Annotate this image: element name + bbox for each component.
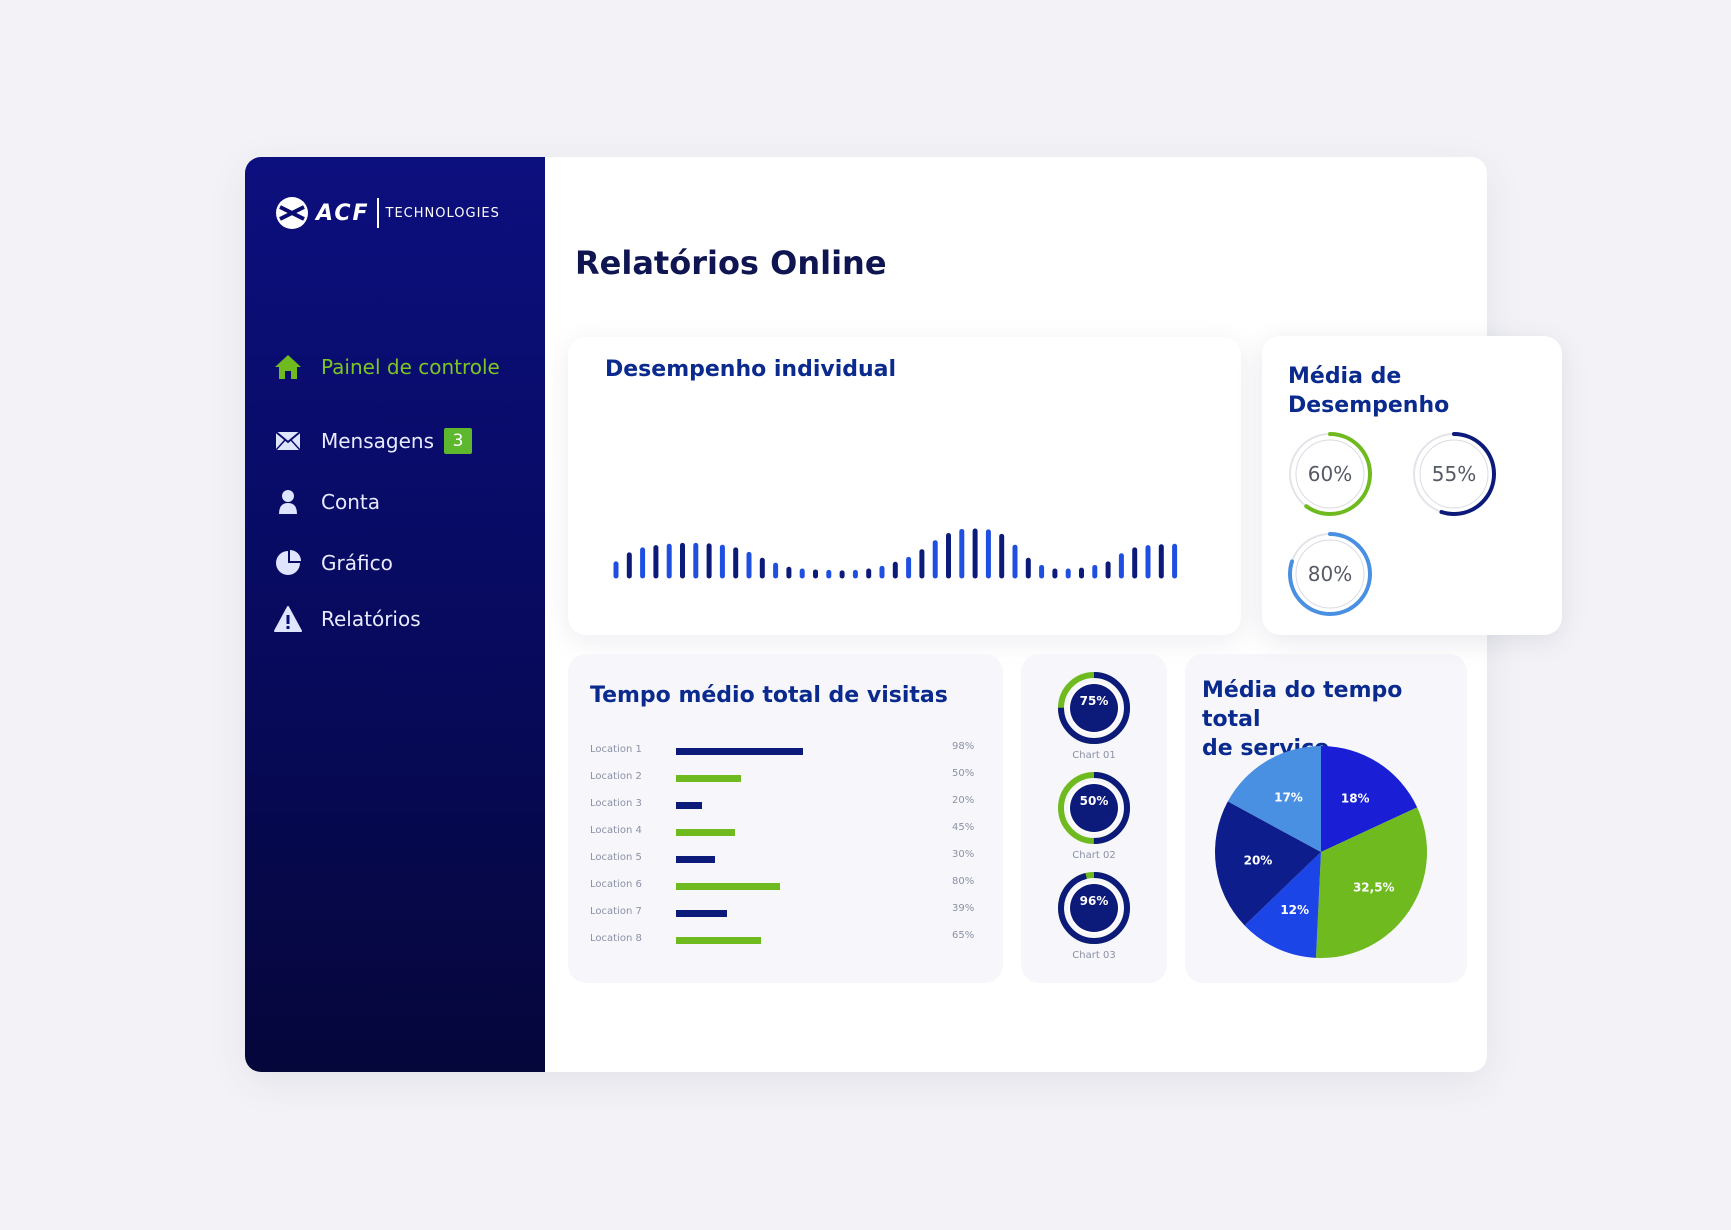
ring-value: 80% (1307, 562, 1353, 586)
user-icon (274, 488, 302, 516)
message-count-badge: 3 (444, 428, 473, 454)
performance-chart (613, 528, 1178, 579)
progress-ring (1288, 432, 1372, 516)
location-value: 98% (952, 741, 975, 752)
average-performance-card: Média de Desempenho 60% 55% 80% (1262, 336, 1562, 635)
pie-slice (1227, 746, 1321, 852)
progress-ring (1412, 432, 1496, 516)
pie-chart-icon (274, 549, 302, 577)
sidebar-item-mensagens[interactable]: Mensagens 3 (274, 421, 473, 461)
location-bar (676, 910, 727, 917)
visits-row: Location 3 20% (568, 795, 1003, 815)
brand-divider (376, 198, 379, 228)
location-value: 39% (952, 903, 975, 914)
service-title-line1: Média do tempo total (1202, 678, 1403, 732)
sidebar-item-conta[interactable]: Conta (274, 482, 380, 522)
mini-chart-value: 75% (1079, 694, 1109, 708)
ring-value: 60% (1307, 462, 1353, 486)
pie-slice-label: 12% (1280, 903, 1309, 917)
sidebar: ACF TECHNOLOGIES Painel de controle Mens… (245, 157, 545, 1072)
brand-name: ACF (316, 200, 370, 226)
sidebar-item-label: Painel de controle (321, 355, 500, 379)
mini-donut-arc (1058, 672, 1130, 744)
visits-row: Location 2 50% (568, 768, 1003, 788)
visits-row: Location 7 39% (568, 903, 1003, 923)
location-bar (676, 775, 741, 782)
location-value: 80% (952, 876, 975, 887)
location-bar (676, 748, 804, 755)
mini-donut (1058, 672, 1130, 744)
location-bar (676, 856, 715, 863)
location-bar (676, 829, 735, 836)
location-value: 65% (952, 930, 975, 941)
sidebar-item-label: Mensagens (321, 429, 435, 453)
sidebar-item-label: Gráfico (321, 551, 393, 575)
performance-title: Desempenho individual (605, 357, 897, 382)
pie-slice (1244, 852, 1321, 958)
mini-chart-caption: Chart 03 (1072, 950, 1116, 961)
location-value: 50% (952, 768, 975, 779)
sidebar-item-label: Relatórios (321, 607, 421, 631)
location-bar (676, 937, 761, 944)
progress-ring (1288, 532, 1372, 616)
pie-slice-label: 20% (1244, 854, 1273, 868)
visits-title: Tempo médio total de visitas (590, 683, 948, 708)
sidebar-item-grafico[interactable]: Gráfico (274, 543, 393, 583)
brand-logo[interactable]: ACF TECHNOLOGIES (274, 195, 500, 231)
brand-subtitle: TECHNOLOGIES (385, 205, 500, 221)
visits-card: Tempo médio total de visitas Location 1 9… (568, 654, 1003, 983)
pie-slice-label: 17% (1274, 790, 1303, 804)
pie-slice (1215, 801, 1321, 926)
mini-chart-caption: Chart 02 (1072, 850, 1116, 861)
average-title: Média de Desempenho (1288, 364, 1450, 418)
service-pie-chart: 18% 32,5% 12% 20% 17% (1215, 746, 1427, 958)
ring-progress-arc (1288, 432, 1372, 516)
location-value: 45% (952, 822, 975, 833)
warning-icon (274, 605, 302, 633)
sidebar-item-painel[interactable]: Painel de controle (274, 347, 500, 387)
mini-donut-arc (1058, 872, 1130, 944)
location-value: 30% (952, 849, 975, 860)
location-bar (676, 802, 702, 809)
location-value: 20% (952, 795, 975, 806)
visits-row: Location 4 45% (568, 822, 1003, 842)
pie-slice (1321, 746, 1418, 852)
location-label: Location 1 (590, 744, 642, 755)
mini-donut (1058, 772, 1130, 844)
visits-row: Location 6 80% (568, 876, 1003, 896)
mini-chart-value: 96% (1079, 894, 1109, 908)
mini-charts-card: 75% Chart 01 50% Chart 02 96% Chart 03 (1021, 654, 1167, 983)
sidebar-item-relatorios[interactable]: Relatórios (274, 599, 421, 639)
location-label: Location 4 (590, 825, 642, 836)
location-label: Location 3 (590, 798, 642, 809)
location-label: Location 2 (590, 771, 642, 782)
visits-row: Location 5 30% (568, 849, 1003, 869)
pie-slice-label: 32,5% (1353, 880, 1395, 894)
performance-card: Desempenho individual (568, 337, 1241, 635)
home-icon (274, 353, 302, 381)
mail-icon (274, 427, 302, 455)
mini-donut-arc (1058, 772, 1130, 844)
ring-progress-arc (1288, 532, 1372, 616)
ring-value: 55% (1431, 462, 1477, 486)
service-time-card: Média do tempo total de serviço 18% 32,5%… (1185, 654, 1467, 983)
sidebar-item-label: Conta (321, 490, 380, 514)
location-label: Location 8 (590, 933, 642, 944)
page-title: Relatórios Online (575, 244, 887, 282)
visits-row: Location 1 98% (568, 741, 1003, 761)
location-bar (676, 883, 780, 890)
location-label: Location 7 (590, 906, 642, 917)
ring-progress-arc (1412, 432, 1496, 516)
mini-chart-value: 50% (1079, 794, 1109, 808)
mini-donut (1058, 872, 1130, 944)
mini-chart-caption: Chart 01 (1072, 750, 1116, 761)
location-label: Location 6 (590, 879, 642, 890)
pie-slice (1315, 807, 1427, 958)
location-label: Location 5 (590, 852, 642, 863)
visits-row: Location 8 65% (568, 930, 1003, 950)
pie-slice-label: 18% (1341, 791, 1370, 805)
brand-mark-icon (276, 197, 308, 229)
